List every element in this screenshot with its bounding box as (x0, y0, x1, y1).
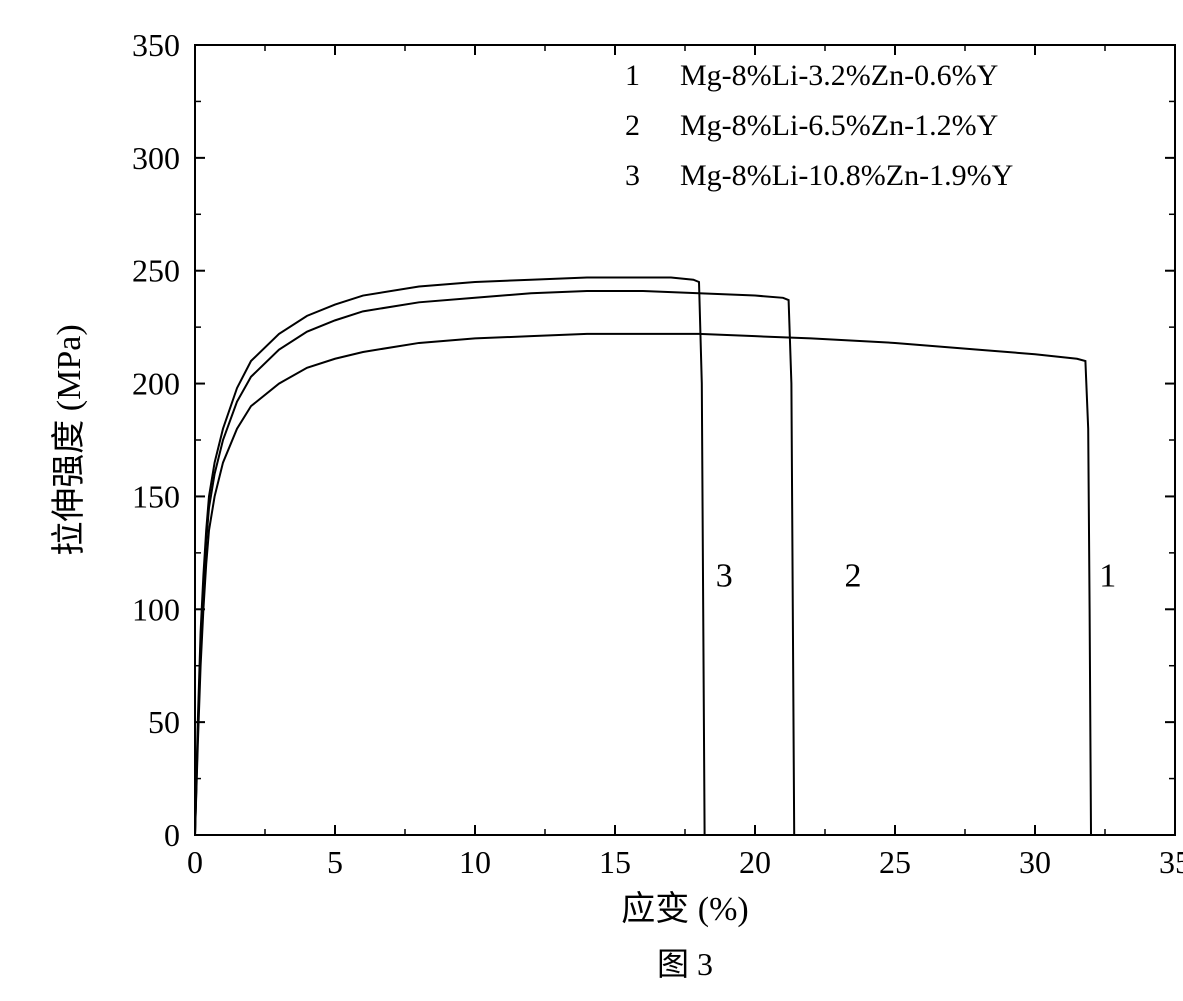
x-axis-label: 应变 (%) (621, 890, 748, 928)
legend-num-2: 2 (625, 109, 640, 142)
legend-text-3: Mg-8%Li-10.8%Zn-1.9%Y (680, 159, 1013, 192)
y-tick-label: 200 (132, 366, 180, 402)
series-label-s2: 2 (845, 558, 862, 595)
x-tick-label: 15 (599, 844, 631, 880)
y-axis-label: 拉伸强度 (MPa) (50, 324, 88, 555)
legend-text-2: Mg-8%Li-6.5%Zn-1.2%Y (680, 109, 998, 142)
stress-strain-chart: 051015202530350501001502002503003501231M… (40, 20, 1183, 1001)
legend-num-1: 1 (625, 59, 640, 92)
y-tick-label: 50 (148, 704, 180, 740)
series-s3 (195, 277, 705, 835)
y-tick-label: 0 (164, 817, 180, 853)
x-tick-label: 10 (459, 844, 491, 880)
y-tick-label: 150 (132, 478, 180, 514)
y-tick-label: 350 (132, 27, 180, 63)
y-tick-label: 100 (132, 591, 180, 627)
series-label-s1: 1 (1099, 558, 1116, 595)
legend-text-1: Mg-8%Li-3.2%Zn-0.6%Y (680, 59, 998, 92)
y-tick-label: 300 (132, 140, 180, 176)
x-tick-label: 30 (1019, 844, 1051, 880)
legend-num-3: 3 (625, 159, 640, 192)
series-label-s3: 3 (716, 558, 733, 595)
x-tick-label: 35 (1159, 844, 1183, 880)
figure-label: 图 3 (657, 946, 713, 982)
x-tick-label: 25 (879, 844, 911, 880)
x-tick-label: 20 (739, 844, 771, 880)
chart-container: 051015202530350501001502002503003501231M… (40, 20, 1160, 940)
x-tick-label: 5 (327, 844, 343, 880)
y-tick-label: 250 (132, 253, 180, 289)
x-tick-label: 0 (187, 844, 203, 880)
series-s1 (195, 334, 1091, 835)
